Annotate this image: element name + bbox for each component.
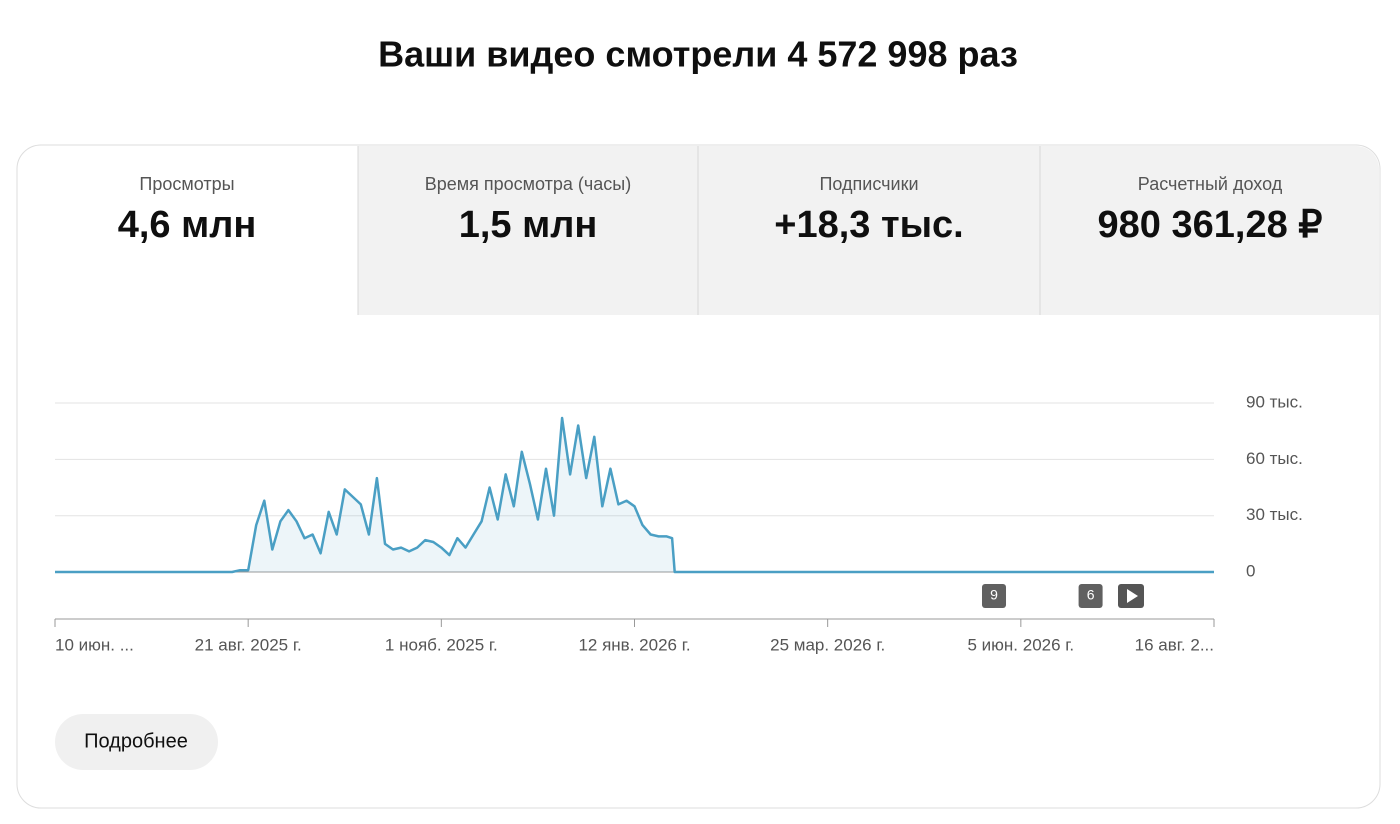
line [55, 416, 1214, 574]
y-tick-label: 90 тыс. [1246, 392, 1303, 411]
x-tick-label: 25 мар. 2026 г. [770, 635, 885, 654]
annotation-badge[interactable] [982, 584, 1007, 608]
annotation-label: 6 [1087, 587, 1095, 603]
details-button[interactable] [55, 714, 218, 770]
play-icon [1127, 589, 1138, 603]
tabs-bg [358, 146, 1379, 315]
tab-label: Время просмотра (часы) [425, 174, 632, 194]
tab-value: +18,3 тыс. [774, 204, 963, 246]
y-tick-label: 60 тыс. [1246, 449, 1303, 468]
x-tick-label: 16 авг. 2... [1135, 635, 1214, 654]
page-title: Ваши видео смотрели 4 572 998 раз [378, 34, 1018, 75]
y-tick-label: 30 тыс. [1246, 505, 1303, 524]
tab-value: 980 361,28 ₽ [1098, 204, 1323, 246]
x-tick-label: 10 июн. ... [55, 635, 134, 654]
details-button-label[interactable]: Подробнее [84, 730, 188, 752]
x-tick-label: 21 авг. 2025 г. [195, 635, 302, 654]
area [55, 418, 1214, 573]
annotation-label: 9 [990, 587, 998, 603]
x-tick-label: 12 янв. 2026 г. [578, 635, 690, 654]
x-tick-label: 1 нояб. 2025 г. [385, 635, 498, 654]
tab-value: 1,5 млн [459, 204, 598, 246]
tab-label: Просмотры [139, 174, 234, 194]
tab-label: Расчетный доход [1138, 174, 1283, 194]
x-tick-label: 5 июн. 2026 г. [968, 635, 1075, 654]
y-tick-label: 0 [1246, 562, 1255, 581]
tab-label: Подписчики [819, 174, 918, 194]
annotation-badge[interactable] [1078, 584, 1103, 608]
tab-value: 4,6 млн [118, 204, 257, 246]
